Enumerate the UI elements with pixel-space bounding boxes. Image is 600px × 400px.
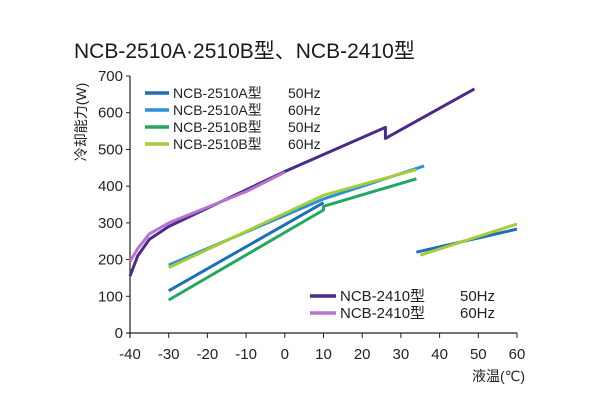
legend-entry-name: NCB-2510B型 bbox=[173, 136, 262, 152]
series-line-3-segment-1 bbox=[419, 222, 518, 257]
legend-entry-freq: 60Hz bbox=[288, 136, 321, 152]
series-line-0-segment-0 bbox=[167, 201, 325, 293]
legend-entry-name: NCB-2510A型 bbox=[173, 102, 262, 118]
axes bbox=[126, 75, 518, 338]
legend-entry-name: NCB-2410型 bbox=[340, 305, 425, 322]
x-tick-label: -10 bbox=[235, 346, 257, 363]
x-tick-label: 50 bbox=[470, 346, 487, 363]
legend-top-left: NCB-2510A型 50Hz NCB-2510A型 60Hz NCB-2510B型 50… bbox=[145, 85, 321, 152]
x-tick-label: -30 bbox=[158, 346, 180, 363]
x-tick-label: -20 bbox=[197, 346, 219, 363]
tick-labels: -40 -30 -20 -10 0 10 20 30 40 50 60010020030040050… bbox=[98, 68, 525, 363]
y-tick-label: 400 bbox=[98, 178, 123, 195]
series-line-2-segment-0 bbox=[167, 177, 417, 302]
legend-entry-freq: 50Hz bbox=[288, 85, 321, 101]
chart-title: NCB-2510A·2510B型、NCB-2410型 bbox=[74, 40, 415, 63]
legend-entry-freq: 50Hz bbox=[288, 119, 321, 135]
y-tick-label: 100 bbox=[98, 288, 123, 305]
y-tick-label: 300 bbox=[98, 215, 123, 232]
legend-entry-name: NCB-2410型 bbox=[340, 288, 425, 305]
x-tick-label: 0 bbox=[281, 346, 289, 363]
legend-entry-freq: 50Hz bbox=[460, 288, 495, 305]
legend-entry-freq: 60Hz bbox=[460, 305, 495, 322]
legend-entry-name: NCB-2510B型 bbox=[173, 119, 262, 135]
series-lines bbox=[128, 87, 518, 302]
series-line-3-segment-0 bbox=[168, 168, 417, 269]
y-tick-label: 0 bbox=[115, 325, 123, 342]
x-tick-label: 30 bbox=[393, 346, 410, 363]
legend-bottom-right: NCB-2410型 50Hz NCB-2410型 60Hz bbox=[310, 288, 495, 322]
x-tick-label: 20 bbox=[354, 346, 371, 363]
legend-entry-freq: 60Hz bbox=[288, 102, 321, 118]
y-tick-label: 500 bbox=[98, 141, 123, 158]
x-tick-label: 10 bbox=[315, 346, 332, 363]
y-tick-label: 600 bbox=[98, 105, 123, 122]
x-axis-label: 液温(℃) bbox=[472, 368, 525, 384]
x-tick-label: 60 bbox=[509, 346, 526, 363]
y-tick-label: 700 bbox=[98, 68, 123, 85]
x-tick-label: -40 bbox=[119, 346, 141, 363]
y-axis-label: 冷却能力(W) bbox=[73, 83, 89, 162]
series-line-5-segment-0 bbox=[128, 170, 286, 263]
legend-entry-name: NCB-2510A型 bbox=[173, 85, 262, 101]
y-tick-label: 200 bbox=[98, 252, 123, 269]
x-tick-label: 40 bbox=[431, 346, 448, 363]
